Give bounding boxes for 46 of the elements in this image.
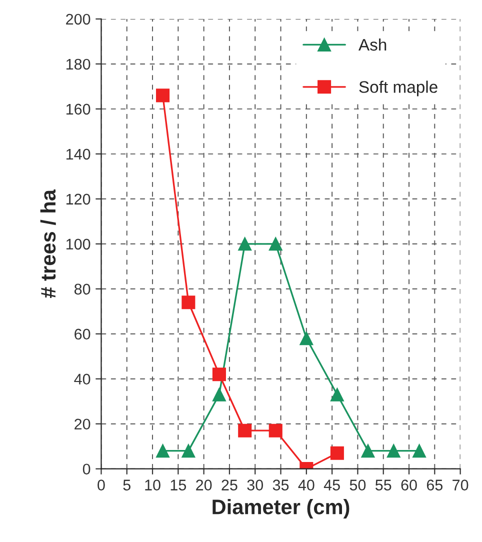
y-tick-label: 140 <box>66 148 90 160</box>
y-tick-label: 180 <box>66 58 90 70</box>
point <box>182 296 196 310</box>
y-axis-title: # trees / ha <box>40 189 56 298</box>
x-tick-label: 10 <box>145 480 160 490</box>
point <box>238 424 252 438</box>
point <box>330 388 344 402</box>
y-tick-label: 0 <box>82 464 90 475</box>
x-axis-title: Diameter (cm) <box>212 499 350 518</box>
y-tick-label: 80 <box>74 284 90 295</box>
point <box>182 444 196 458</box>
y-tick-label: 200 <box>66 14 90 25</box>
x-tick-label: 30 <box>247 480 264 490</box>
y-tick-label: 60 <box>74 328 90 340</box>
point <box>412 444 426 458</box>
y-tick-label: 120 <box>66 194 90 205</box>
x-tick-label: 0 <box>98 480 105 490</box>
x-tick-label: 60 <box>401 480 417 490</box>
point <box>386 444 400 458</box>
point <box>238 237 252 251</box>
x-tick-label: 65 <box>426 480 443 490</box>
legend-label: Ash <box>358 38 386 51</box>
point <box>300 332 314 346</box>
x-tick-label: 5 <box>123 480 130 490</box>
x-tick-label: 70 <box>452 480 468 490</box>
x-tick-label: 40 <box>298 480 314 490</box>
y-tick-label: 40 <box>74 374 90 385</box>
x-tick-label: 55 <box>375 480 392 490</box>
y-tick-label: 160 <box>66 104 90 115</box>
point <box>212 368 226 382</box>
y-tick-label: 20 <box>74 418 90 430</box>
point <box>268 237 282 251</box>
point <box>156 444 170 458</box>
point <box>156 88 170 102</box>
point <box>330 446 344 460</box>
point <box>268 424 282 438</box>
legend-label: Soft maple <box>359 80 438 96</box>
x-tick-label: 25 <box>222 480 238 490</box>
point <box>361 444 375 458</box>
point <box>212 388 226 402</box>
x-tick-label: 35 <box>272 480 289 490</box>
x-tick-label: 50 <box>350 480 366 490</box>
x-tick-label: 15 <box>170 480 186 490</box>
x-tick-label: 45 <box>324 480 340 490</box>
y-tick-label: 100 <box>66 238 90 250</box>
x-tick-label: 20 <box>196 480 212 490</box>
